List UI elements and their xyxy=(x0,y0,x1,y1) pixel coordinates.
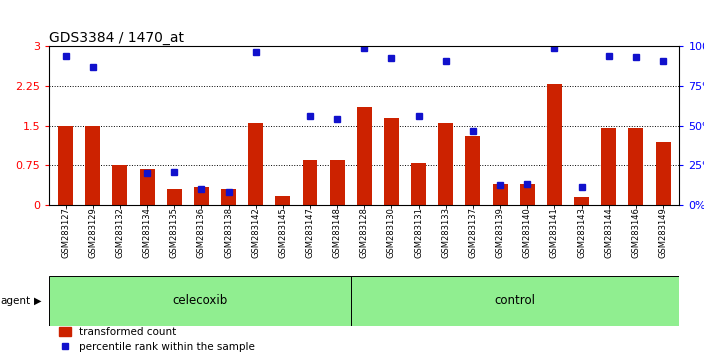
Text: GSM283146: GSM283146 xyxy=(631,207,641,258)
Bar xyxy=(58,126,73,205)
Text: control: control xyxy=(494,295,536,307)
Bar xyxy=(113,166,127,205)
Text: celecoxib: celecoxib xyxy=(172,295,227,307)
Bar xyxy=(384,118,399,205)
Bar xyxy=(493,184,508,205)
Text: GSM283127: GSM283127 xyxy=(61,207,70,258)
Text: GSM283129: GSM283129 xyxy=(88,207,97,258)
Text: agent: agent xyxy=(1,296,31,306)
Text: GSM283131: GSM283131 xyxy=(414,207,423,258)
Bar xyxy=(303,160,318,205)
Text: GSM283149: GSM283149 xyxy=(658,207,667,258)
Text: GSM283134: GSM283134 xyxy=(142,207,151,258)
Bar xyxy=(249,123,263,205)
Text: GSM283145: GSM283145 xyxy=(278,207,287,258)
Bar xyxy=(275,196,290,205)
Bar xyxy=(139,169,154,205)
Bar xyxy=(520,184,535,205)
Text: GSM283128: GSM283128 xyxy=(360,207,369,258)
Bar xyxy=(49,276,351,326)
Bar xyxy=(411,163,426,205)
Text: GSM283142: GSM283142 xyxy=(251,207,260,258)
Text: GSM283147: GSM283147 xyxy=(306,207,315,258)
Bar xyxy=(221,189,236,205)
Bar xyxy=(629,128,643,205)
Text: GSM283136: GSM283136 xyxy=(197,207,206,258)
Text: GSM283132: GSM283132 xyxy=(115,207,125,258)
Bar xyxy=(357,107,372,205)
Text: GSM283141: GSM283141 xyxy=(550,207,559,258)
Text: GDS3384 / 1470_at: GDS3384 / 1470_at xyxy=(49,31,184,45)
Bar xyxy=(351,276,679,326)
Bar xyxy=(655,142,670,205)
Bar xyxy=(194,187,209,205)
Text: GSM283148: GSM283148 xyxy=(333,207,341,258)
Bar xyxy=(167,189,182,205)
Text: GSM283133: GSM283133 xyxy=(441,207,451,258)
Legend: transformed count, percentile rank within the sample: transformed count, percentile rank withi… xyxy=(54,323,260,354)
Bar xyxy=(465,136,480,205)
Text: GSM283140: GSM283140 xyxy=(523,207,532,258)
Text: GSM283135: GSM283135 xyxy=(170,207,179,258)
Bar xyxy=(439,123,453,205)
Text: GSM283130: GSM283130 xyxy=(387,207,396,258)
Text: GSM283143: GSM283143 xyxy=(577,207,586,258)
Bar xyxy=(329,160,345,205)
Bar xyxy=(547,84,562,205)
Text: GSM283138: GSM283138 xyxy=(224,207,233,258)
Bar xyxy=(85,126,100,205)
Text: ▶: ▶ xyxy=(34,296,42,306)
Text: GSM283139: GSM283139 xyxy=(496,207,505,258)
Bar xyxy=(601,128,616,205)
Bar xyxy=(574,198,589,205)
Text: GSM283144: GSM283144 xyxy=(604,207,613,258)
Text: GSM283137: GSM283137 xyxy=(468,207,477,258)
